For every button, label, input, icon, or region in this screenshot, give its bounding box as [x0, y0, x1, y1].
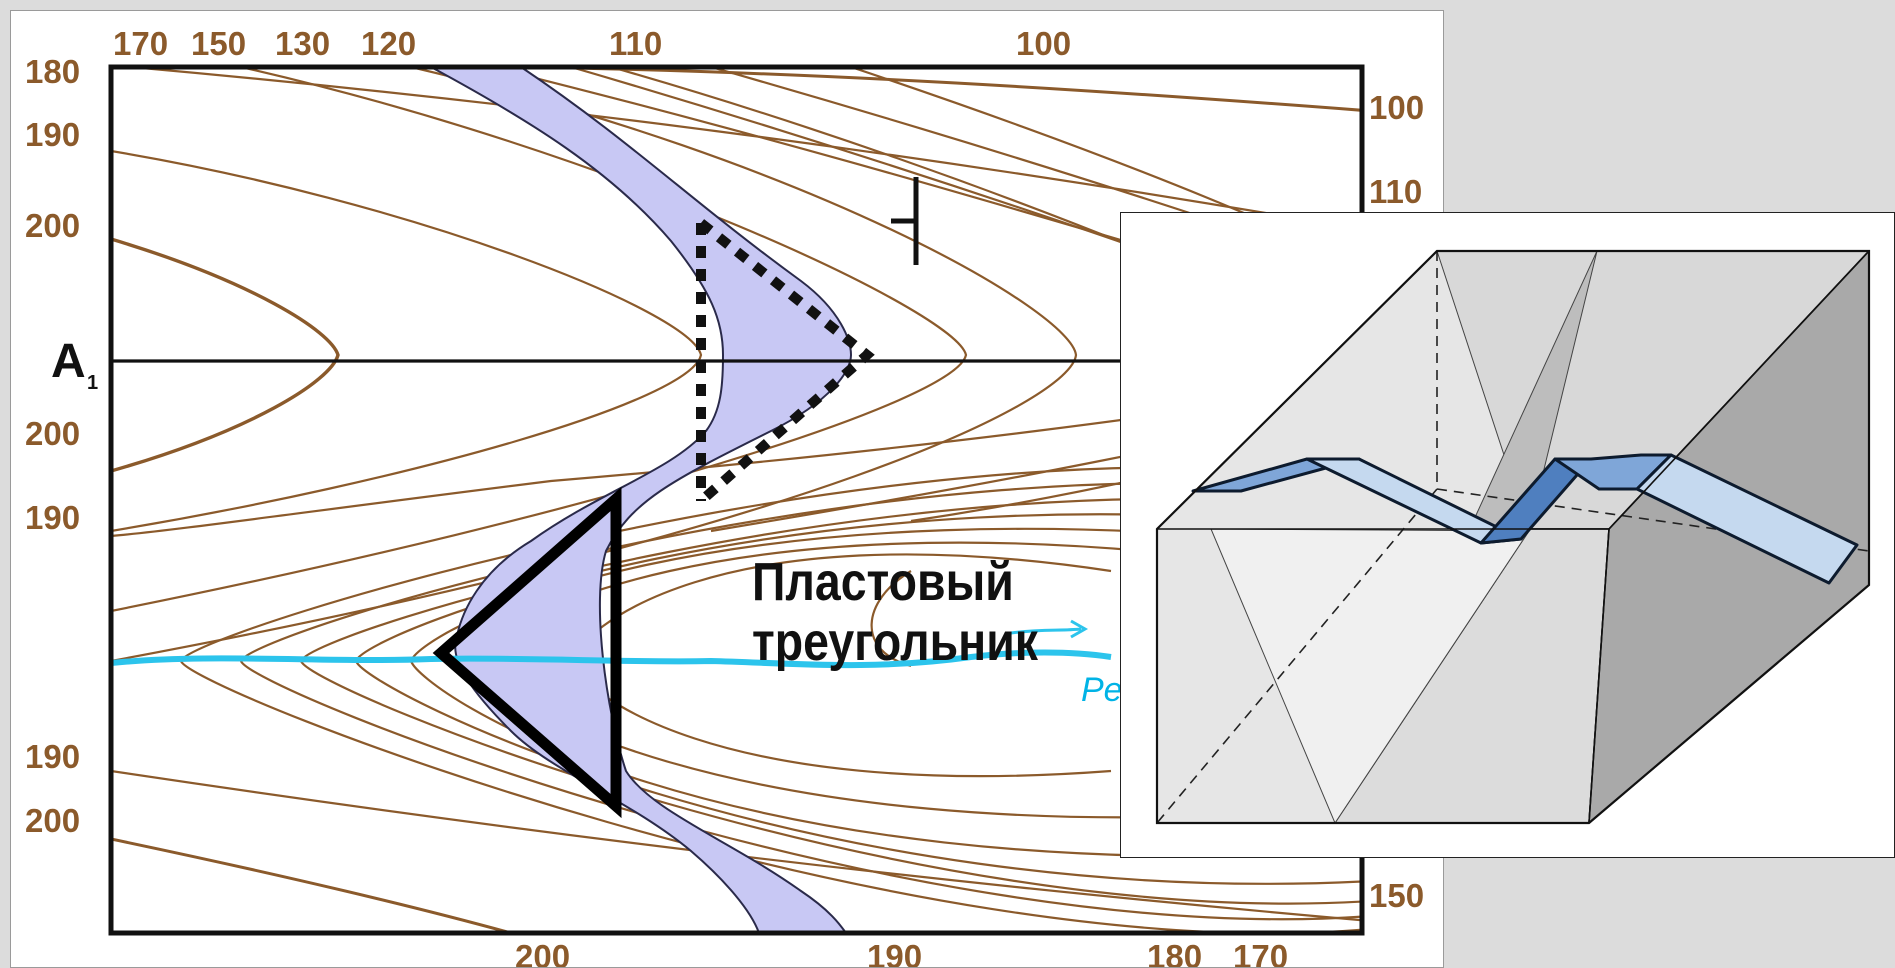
fold-plane-front: [1210, 528, 1530, 825]
left-tick: 190: [25, 499, 80, 536]
bottom-tick: 200: [515, 938, 570, 968]
left-tick: 180: [25, 53, 80, 90]
left-tick: 190: [25, 116, 80, 153]
triangle-outline-icon: [432, 486, 622, 819]
top-tick-labels: 170 150 130 120 110 100: [113, 25, 1071, 62]
strike-dip-icon: [891, 177, 919, 265]
bottom-tick: 190: [867, 938, 922, 968]
axis-label: A: [51, 335, 86, 388]
right-tick: 100: [1369, 89, 1424, 126]
triangle-label-line2: треугольник: [752, 612, 1038, 672]
bottom-tick-labels: 200 190 180 170: [515, 938, 1288, 968]
right-tick: 150: [1369, 877, 1424, 914]
top-tick: 100: [1016, 25, 1071, 62]
top-tick: 150: [191, 25, 246, 62]
block-layer-band: [1191, 453, 1859, 585]
bottom-tick: 170: [1233, 938, 1288, 968]
axis-label-subscript: 1: [87, 372, 98, 394]
top-tick: 110: [609, 25, 662, 62]
right-tick: 110: [1369, 173, 1422, 210]
top-tick: 130: [275, 25, 330, 62]
stream-line: [110, 649, 1112, 669]
left-tick: 200: [25, 207, 80, 244]
block-diagram-panel: [1120, 212, 1895, 858]
bottom-tick: 180: [1147, 938, 1202, 968]
block-diagram: [1155, 249, 1871, 825]
right-tick-labels: 100 110 150: [1369, 89, 1424, 914]
left-tick: 200: [25, 415, 80, 452]
triangle-label: Пластовый треугольник: [752, 552, 1038, 672]
top-tick: 170: [113, 25, 168, 62]
left-tick: 190: [25, 738, 80, 775]
triangle-label-line1: Пластовый: [752, 552, 1014, 612]
dotted-triangle-icon: [696, 219, 875, 505]
left-tick-labels: 180 190 200 200 190 190 200: [25, 53, 80, 839]
stream-label: Pe: [1081, 671, 1123, 709]
top-tick: 120: [361, 25, 416, 62]
left-tick: 200: [25, 802, 80, 839]
